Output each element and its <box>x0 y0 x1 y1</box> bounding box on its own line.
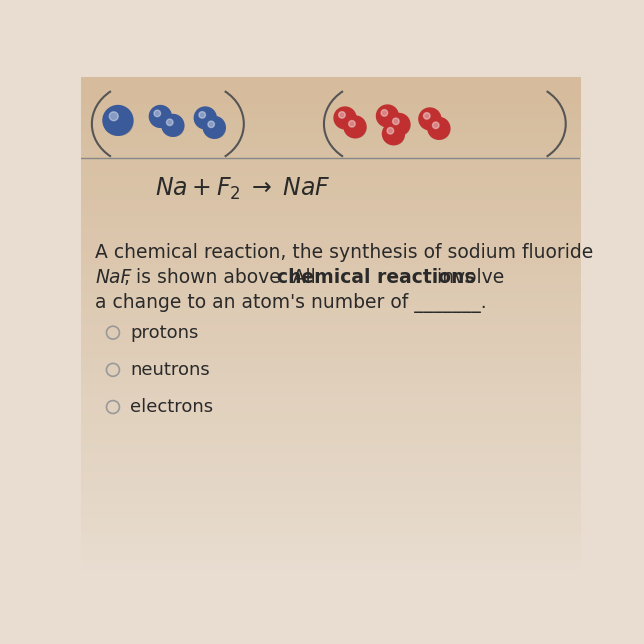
Circle shape <box>165 118 184 137</box>
Circle shape <box>153 109 171 128</box>
Circle shape <box>419 108 441 130</box>
Circle shape <box>386 126 404 145</box>
Text: electrons: electrons <box>130 398 214 416</box>
Circle shape <box>388 113 410 135</box>
Circle shape <box>162 115 184 137</box>
Text: protons: protons <box>130 324 199 342</box>
Text: neutrons: neutrons <box>130 361 210 379</box>
Text: involve: involve <box>431 268 504 287</box>
Circle shape <box>199 111 205 118</box>
Circle shape <box>166 119 173 126</box>
Circle shape <box>381 109 388 116</box>
Circle shape <box>347 119 366 138</box>
Circle shape <box>154 110 160 117</box>
Text: a change to an atom's number of _______.: a change to an atom's number of _______. <box>95 293 487 313</box>
Circle shape <box>344 116 366 138</box>
Circle shape <box>424 113 430 119</box>
Circle shape <box>207 120 225 138</box>
Circle shape <box>348 120 355 127</box>
Circle shape <box>334 107 356 129</box>
Circle shape <box>380 108 399 127</box>
Circle shape <box>204 117 225 138</box>
Circle shape <box>383 123 404 145</box>
Circle shape <box>109 112 118 120</box>
Circle shape <box>377 105 399 127</box>
Circle shape <box>339 111 345 118</box>
Circle shape <box>392 117 410 135</box>
Circle shape <box>337 110 356 129</box>
Text: chemical reactions: chemical reactions <box>277 268 475 287</box>
Circle shape <box>428 117 450 139</box>
Circle shape <box>431 120 450 139</box>
Circle shape <box>422 111 441 130</box>
Circle shape <box>194 107 216 129</box>
Text: NaF: NaF <box>95 268 132 287</box>
Circle shape <box>393 118 399 124</box>
Text: $\mathit{Na} + \mathit{F}_2 \;\rightarrow\; \mathit{NaF}$: $\mathit{Na} + \mathit{F}_2 \;\rightarro… <box>155 176 331 202</box>
Text: , is shown above. All: , is shown above. All <box>124 268 321 287</box>
Circle shape <box>108 110 133 135</box>
Circle shape <box>208 121 214 128</box>
Circle shape <box>198 110 216 129</box>
Circle shape <box>103 106 133 135</box>
Circle shape <box>149 106 171 128</box>
Circle shape <box>387 128 393 134</box>
Circle shape <box>433 122 439 129</box>
Text: A chemical reaction, the synthesis of sodium fluoride: A chemical reaction, the synthesis of so… <box>95 243 594 262</box>
